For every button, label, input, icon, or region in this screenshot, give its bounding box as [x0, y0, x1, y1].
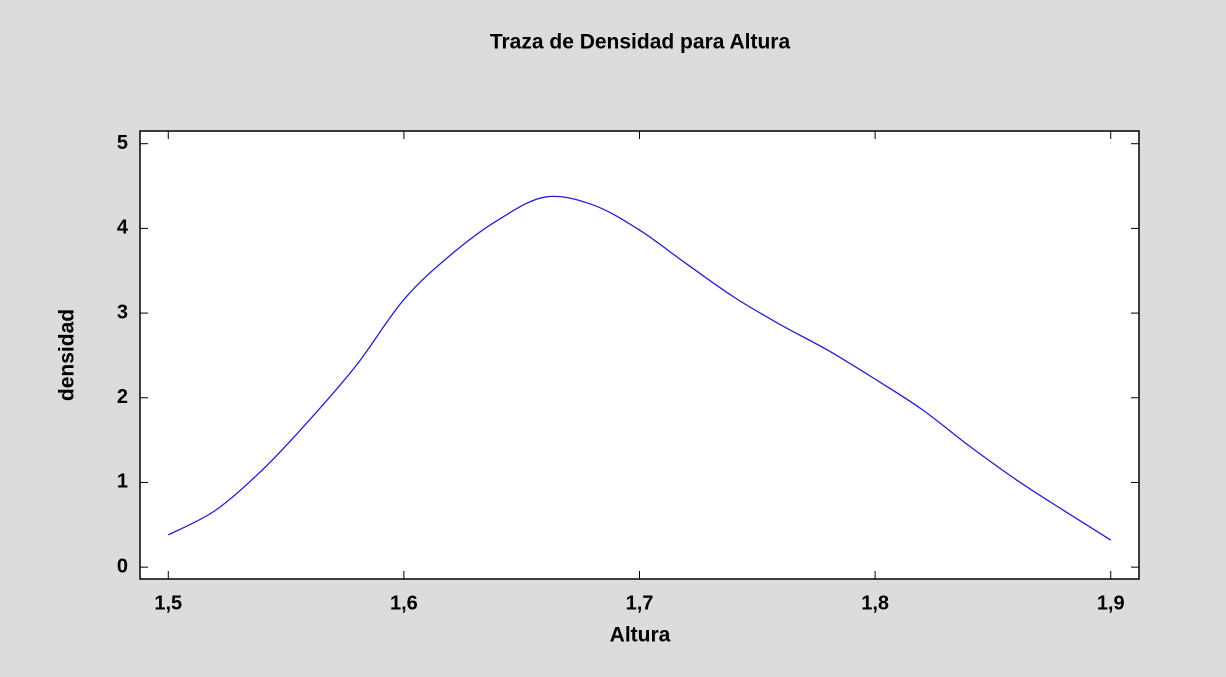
chart-title: Traza de Densidad para Altura	[490, 31, 791, 54]
x-tick-label: 1,8	[861, 592, 889, 614]
y-axis-label: densidad	[56, 309, 79, 401]
plot-area	[139, 130, 1140, 580]
y-tick-label: 0	[117, 555, 128, 577]
y-tick-label: 2	[117, 386, 128, 408]
x-tick-label: 1,5	[154, 592, 182, 614]
y-tick-label: 4	[117, 217, 129, 239]
x-tick-label: 1,9	[1097, 592, 1125, 614]
x-axis-label: Altura	[610, 624, 671, 647]
density-line	[167, 195, 1112, 541]
y-tick-label: 1	[117, 471, 128, 493]
y-tick-label: 3	[117, 301, 128, 323]
y-tick-label: 5	[117, 132, 128, 154]
x-tick-label: 1,7	[626, 592, 654, 614]
x-tick-label: 1,6	[390, 592, 418, 614]
